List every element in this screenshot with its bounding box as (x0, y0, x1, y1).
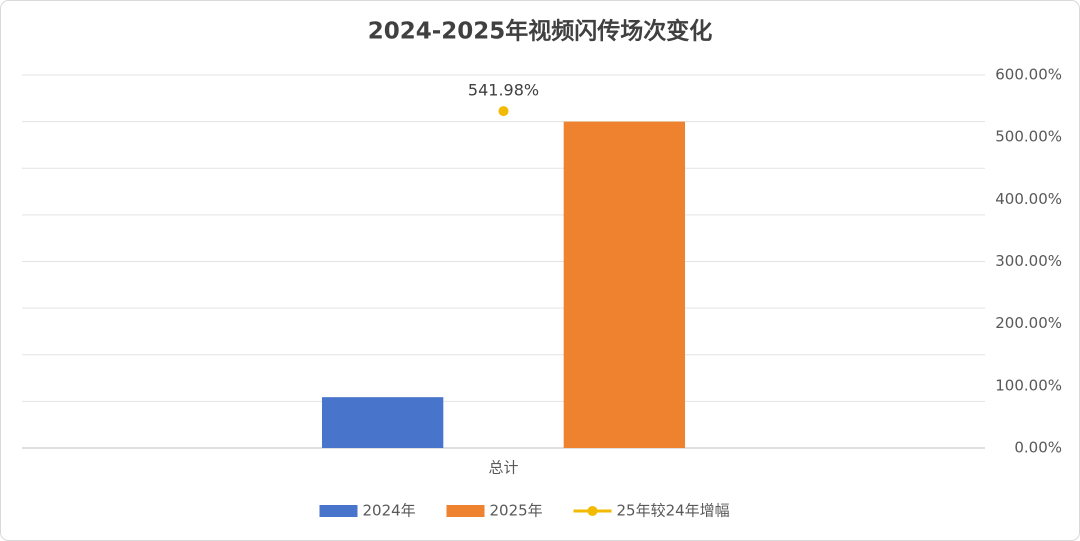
y2-tick-label: 100.00% (995, 376, 1062, 394)
bar (321, 397, 444, 448)
y2-tick-label: 600.00% (995, 66, 1062, 84)
chart-title: 2024-2025年视频闪传场次变化 (368, 18, 713, 45)
y2-tick-label: 300.00% (995, 252, 1062, 270)
legend-swatch (446, 505, 485, 517)
y2-tick-label: 500.00% (995, 128, 1062, 146)
line-point (498, 106, 509, 117)
legend-label: 25年较24年增幅 (617, 502, 730, 520)
y2-tick-label: 0.00% (1014, 439, 1062, 457)
bar (563, 121, 686, 448)
legend-marker (587, 506, 598, 516)
legend-label: 2024年 (363, 502, 416, 520)
legend-swatch (319, 505, 358, 517)
x-tick-label: 总计 (488, 459, 518, 477)
data-label: 541.98% (468, 81, 539, 100)
y2-tick-label: 400.00% (995, 190, 1062, 208)
y2-tick-label: 200.00% (995, 314, 1062, 332)
legend-label: 2025年 (490, 502, 543, 520)
